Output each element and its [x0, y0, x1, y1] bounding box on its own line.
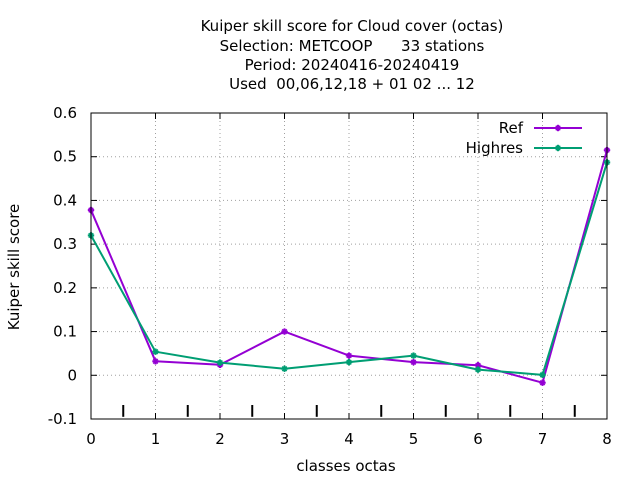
y-tick-label-2: 0.1: [53, 323, 77, 341]
x-tick-label-0: 0: [86, 430, 96, 448]
data-point-ref-5: [410, 358, 417, 366]
data-point-highres-5: [410, 352, 417, 359]
data-point-highres-2: [216, 359, 224, 366]
data-point-highres-3: [281, 365, 288, 372]
class-separators: [122, 405, 576, 417]
y-tick-label-0: -0.1: [48, 410, 77, 428]
data-point-highres-1: [152, 348, 159, 355]
y-tick-labels: -0.1 0 0.1 0.2 0.3 0.4 0.5 0.6: [48, 104, 77, 428]
legend: Ref Highres: [466, 119, 582, 157]
x-tick-label-2: 2: [215, 430, 225, 448]
data-point-ref-7: [539, 379, 546, 386]
title-line-2: Selection: METCOOP 33 stations: [220, 37, 485, 55]
y-tick-label-6: 0.5: [53, 148, 77, 166]
grid-lines: [90, 112, 608, 420]
data-point-highres-7: [539, 371, 546, 379]
x-axis-label: classes octas: [296, 457, 396, 475]
legend-marker-highres: [554, 144, 562, 152]
title-line-3: Period: 20240416-20240419: [245, 56, 460, 74]
y-axis-label: Kuiper skill score: [5, 204, 23, 331]
data-point-ref-4: [345, 352, 353, 359]
y-tick-label-3: 0.2: [53, 279, 77, 297]
y-tick-label-4: 0.3: [53, 235, 77, 253]
x-tick-label-4: 4: [344, 430, 354, 448]
y-tick-label-1: 0: [67, 366, 77, 384]
x-tick-label-1: 1: [151, 430, 161, 448]
data-point-ref-1: [152, 358, 159, 365]
data-point-highres-6: [474, 366, 482, 373]
x-tick-labels: 0 1 2 3 4 5 6 7 8: [86, 430, 612, 448]
data-point-ref-3: [281, 328, 288, 335]
title-line-4: Used 00,06,12,18 + 01 02 ... 12: [229, 75, 475, 93]
plot-frame: [90, 112, 608, 420]
series-lines: [87, 146, 611, 386]
legend-label-highres: Highres: [466, 139, 524, 157]
chart-title: Kuiper skill score for Cloud cover (octa…: [201, 17, 504, 93]
x-tick-label-8: 8: [602, 430, 612, 448]
y-tick-label-7: 0.6: [53, 104, 77, 122]
x-tick-label-6: 6: [473, 430, 483, 448]
legend-marker-ref: [554, 124, 562, 132]
x-tick-label-3: 3: [280, 430, 290, 448]
title-line-1: Kuiper skill score for Cloud cover (octa…: [201, 17, 504, 35]
legend-label-ref: Ref: [499, 119, 524, 137]
x-tick-label-5: 5: [409, 430, 419, 448]
x-tick-label-7: 7: [538, 430, 548, 448]
series-line-highres: [90, 162, 608, 376]
y-tick-label-5: 0.4: [53, 191, 77, 209]
data-point-highres-4: [345, 358, 353, 366]
